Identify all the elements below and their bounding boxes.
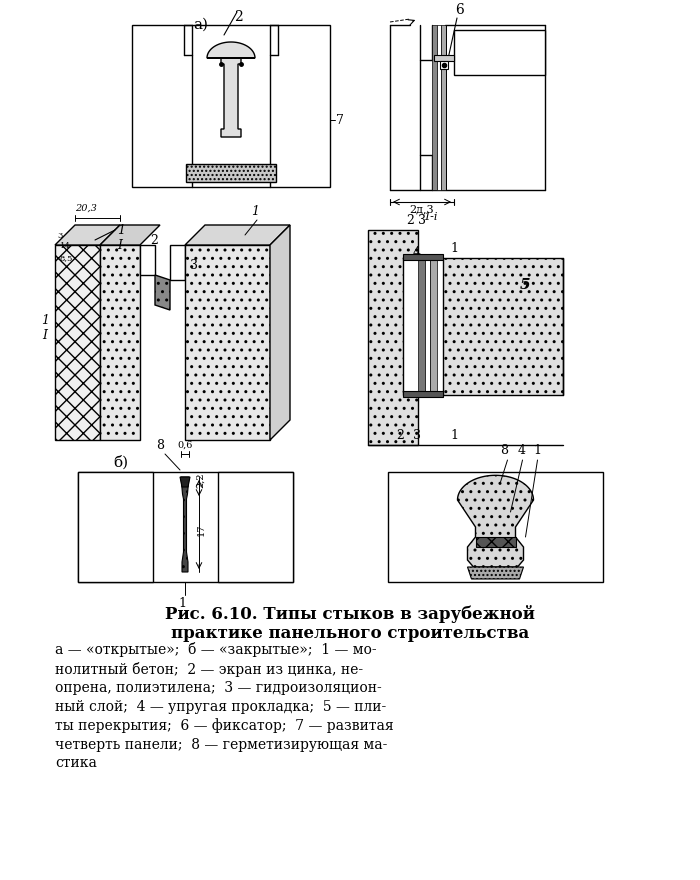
Polygon shape	[368, 230, 418, 445]
Text: 2д,3: 2д,3	[410, 204, 434, 214]
Text: 2: 2	[234, 10, 243, 24]
Text: 0,6: 0,6	[177, 441, 192, 450]
Polygon shape	[475, 537, 515, 547]
Text: 2: 2	[406, 214, 414, 227]
Text: 20,3: 20,3	[75, 204, 97, 213]
Text: Рис. 6.10. Типы стыков в зарубежной: Рис. 6.10. Типы стыков в зарубежной	[165, 605, 535, 623]
Polygon shape	[140, 245, 155, 275]
Text: 1: 1	[117, 224, 125, 237]
Polygon shape	[443, 258, 563, 395]
Text: б): б)	[113, 455, 128, 469]
Polygon shape	[270, 225, 290, 440]
Polygon shape	[468, 567, 524, 579]
Bar	[430, 258, 437, 395]
Polygon shape	[170, 245, 185, 280]
Text: 8: 8	[500, 444, 508, 457]
Text: 1: 1	[450, 241, 458, 254]
Text: 3: 3	[418, 214, 426, 227]
Text: I: I	[43, 328, 48, 341]
Bar	[403, 391, 443, 397]
Text: практике панельного строительства: практике панельного строительства	[171, 625, 529, 642]
Text: I: I	[117, 238, 122, 252]
Bar	[78, 472, 153, 582]
Bar	[403, 254, 443, 260]
Bar	[437, 25, 441, 190]
Text: 8: 8	[156, 439, 164, 452]
Bar	[440, 61, 448, 69]
Bar	[441, 25, 446, 190]
Polygon shape	[100, 225, 160, 245]
Text: 1: 1	[533, 444, 542, 457]
Text: а): а)	[193, 18, 208, 32]
Bar	[418, 258, 425, 395]
Text: 3: 3	[413, 429, 421, 442]
Polygon shape	[181, 477, 189, 572]
Text: 1: 1	[450, 429, 458, 442]
Bar	[218, 472, 293, 582]
Text: 6: 6	[455, 3, 463, 17]
Text: 1: 1	[41, 313, 49, 326]
Text: 1: 1	[178, 597, 186, 610]
Text: 1: 1	[251, 205, 259, 218]
Text: 4: 4	[413, 246, 421, 259]
Bar	[186, 164, 276, 182]
Bar	[425, 258, 430, 395]
Bar	[432, 25, 437, 190]
Polygon shape	[55, 225, 120, 245]
Text: 3: 3	[57, 232, 62, 240]
Text: 1-i: 1-i	[423, 212, 438, 222]
Polygon shape	[180, 477, 190, 487]
Bar	[454, 30, 545, 75]
Polygon shape	[100, 245, 140, 440]
Polygon shape	[55, 245, 100, 440]
Text: а — «открытые»;  б — «закрытые»;  1 — мо-
нолитный бетон;  2 — экран из цинка, н: а — «открытые»; б — «закрытые»; 1 — мо- …	[55, 642, 393, 770]
Bar	[434, 55, 454, 61]
Text: 14: 14	[60, 242, 71, 250]
Text: 5: 5	[520, 278, 531, 292]
Text: 8,5: 8,5	[60, 254, 74, 262]
Text: 2: 2	[150, 233, 158, 246]
Polygon shape	[155, 275, 170, 310]
Text: 2: 2	[396, 429, 404, 442]
Text: 2,2: 2,2	[197, 473, 206, 488]
Bar	[78, 472, 293, 582]
Polygon shape	[185, 245, 270, 440]
Polygon shape	[207, 42, 255, 137]
Polygon shape	[185, 225, 290, 245]
Polygon shape	[458, 475, 533, 567]
Text: 3: 3	[190, 259, 198, 272]
Text: 4: 4	[517, 444, 526, 457]
Text: 7: 7	[336, 114, 344, 127]
Text: 17: 17	[197, 523, 206, 536]
Bar	[132, 25, 330, 187]
Bar	[388, 472, 603, 582]
